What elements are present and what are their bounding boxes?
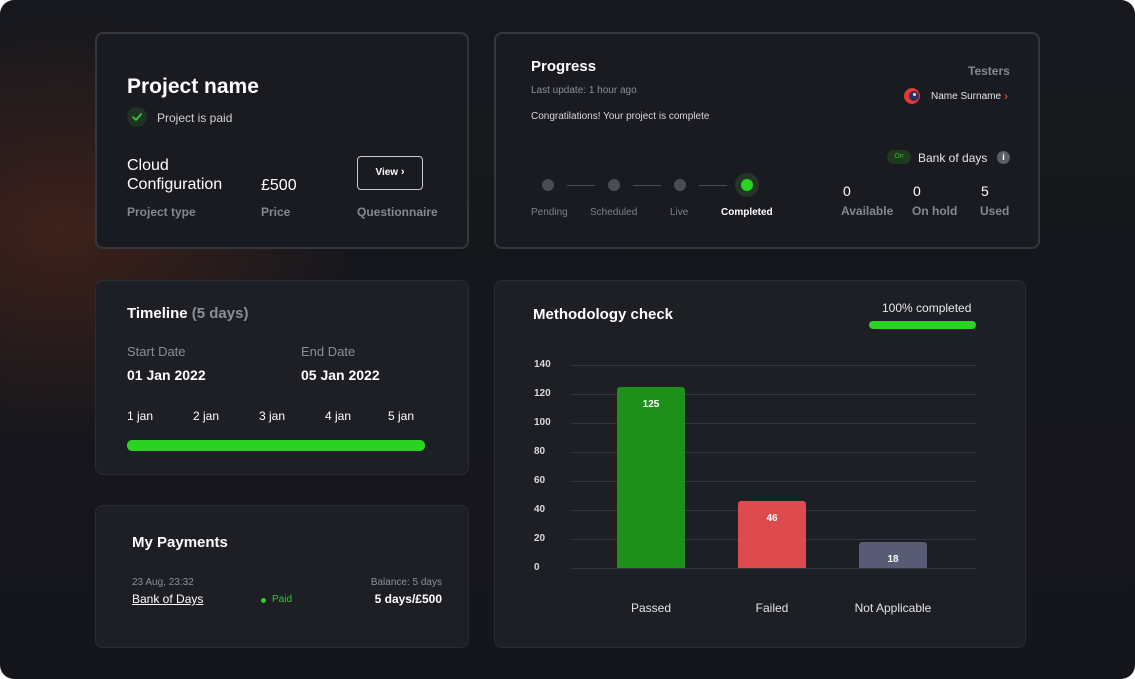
last-update: Last update: 1 hour ago: [531, 85, 637, 96]
methodology-bar-chart: 0 20 40 60 80 100 120 140 125 Passed 46 Failed 18 Not…: [495, 281, 1027, 649]
project-type-line2: Configuration: [127, 176, 223, 193]
timeline-tick: 2 jan: [193, 409, 220, 423]
timeline-card: Timeline (5 days) Start Date 01 Jan 2022…: [95, 280, 469, 475]
completion-fill: [869, 321, 976, 329]
end-date-label: End Date: [301, 344, 356, 359]
avatar[interactable]: [904, 88, 920, 104]
status-dot-icon: [261, 598, 266, 603]
y-tick-label: 20: [534, 533, 546, 544]
view-button-label: View: [375, 167, 399, 178]
grid-line: [571, 568, 976, 569]
timeline-title: Timeline (5 days): [127, 305, 248, 322]
payment-item-link[interactable]: Bank of Days: [132, 592, 204, 606]
balance-label: Balance: 5 days: [370, 577, 442, 588]
testers-label: Testers: [968, 64, 1010, 78]
step-dot-completed: [735, 173, 759, 197]
step-dot-live: [674, 179, 686, 191]
grid-line: [571, 481, 976, 482]
y-tick-label: 60: [534, 475, 546, 486]
project-card: Project name Project is paid Cloud Confi…: [95, 32, 469, 249]
price-value: £500: [261, 177, 297, 194]
bank-of-days-toggle[interactable]: On: [887, 150, 911, 164]
step-label-completed: Completed: [721, 207, 773, 218]
timeline-tick: 3 jan: [259, 409, 286, 423]
info-icon[interactable]: i: [997, 151, 1010, 164]
x-category-label: Not Applicable: [854, 601, 932, 615]
grid-line: [571, 452, 976, 453]
stat-onhold-label: On hold: [912, 204, 958, 218]
project-type-line1: Cloud: [127, 157, 169, 174]
project-title: Project name: [127, 75, 259, 98]
progress-card: Progress Last update: 1 hour ago Congrat…: [494, 32, 1040, 249]
step-label-pending: Pending: [531, 207, 568, 218]
timeline-progress-track: [127, 440, 425, 451]
step-connector: [699, 185, 727, 186]
y-tick-label: 80: [534, 446, 546, 457]
payment-date: 23 Aug, 23:32: [132, 577, 194, 588]
x-category-label: Passed: [630, 601, 672, 615]
step-connector: [567, 185, 595, 186]
timeline-tick: 1 jan: [127, 409, 154, 423]
start-date-value: 01 Jan 2022: [127, 367, 206, 383]
bar-not-applicable: [859, 541, 927, 568]
chevron-right-icon: ›: [1004, 89, 1008, 103]
bar-passed: [617, 386, 685, 568]
stat-available-label: Available: [841, 204, 894, 218]
stat-used-label: Used: [980, 204, 1010, 218]
grid-line: [571, 394, 976, 395]
payment-amount: 5 days/£500: [374, 592, 442, 606]
bar-value-label: 46: [766, 513, 778, 525]
progress-message: Congratilations! Your project is complet…: [531, 111, 710, 122]
step-dot-scheduled: [608, 179, 620, 191]
check-icon: [127, 107, 147, 127]
y-tick-label: 140: [534, 359, 551, 370]
methodology-card: Methodology check 100% completed 0 20 40 60…: [494, 280, 1026, 648]
y-tick-label: 0: [534, 562, 540, 573]
project-type-label: Project type: [127, 205, 196, 219]
end-date-value: 05 Jan 2022: [301, 367, 380, 383]
bank-of-days-label: Bank of days: [918, 151, 988, 165]
paid-status: Project is paid: [157, 111, 233, 125]
timeline-tick: 4 jan: [325, 409, 352, 423]
timeline-progress-fill: [127, 440, 425, 451]
payment-status-badge: Paid: [272, 594, 293, 605]
y-tick-label: 40: [534, 504, 546, 515]
y-tick-label: 100: [534, 417, 551, 428]
completion-text: 100% completed: [882, 301, 972, 315]
bar-failed: [738, 501, 806, 568]
view-questionnaire-button[interactable]: View ›: [357, 156, 423, 190]
tester-name[interactable]: Name Surname: [931, 91, 1002, 102]
grid-line: [571, 365, 976, 366]
payments-title: My Payments: [132, 534, 228, 551]
price-label: Price: [261, 205, 291, 219]
timeline-title-text: Timeline: [127, 305, 188, 322]
bar-value-label: 125: [642, 398, 660, 410]
bar-value-label: 18: [887, 553, 899, 565]
timeline-tick: 5 jan: [388, 409, 415, 423]
x-category-label: Failed: [755, 601, 789, 615]
questionnaire-label: Questionnaire: [357, 205, 438, 219]
step-label-live: Live: [670, 207, 689, 218]
step-connector: [633, 185, 661, 186]
step-dot-pending: [542, 179, 554, 191]
y-tick-label: 120: [534, 388, 551, 399]
payments-card: My Payments 23 Aug, 23:32 Bank of Days P…: [95, 505, 469, 648]
methodology-title: Methodology check: [533, 306, 674, 323]
step-label-scheduled: Scheduled: [590, 207, 638, 218]
completion-track: [869, 321, 976, 329]
stat-available-value: 0: [843, 183, 851, 199]
progress-title: Progress: [531, 58, 597, 75]
stat-onhold-value: 0: [913, 183, 921, 199]
timeline-duration: (5 days): [191, 305, 249, 322]
stat-used-value: 5: [981, 183, 989, 199]
grid-line: [571, 423, 976, 424]
start-date-label: Start Date: [127, 344, 186, 359]
chevron-right-icon: ›: [400, 166, 405, 178]
